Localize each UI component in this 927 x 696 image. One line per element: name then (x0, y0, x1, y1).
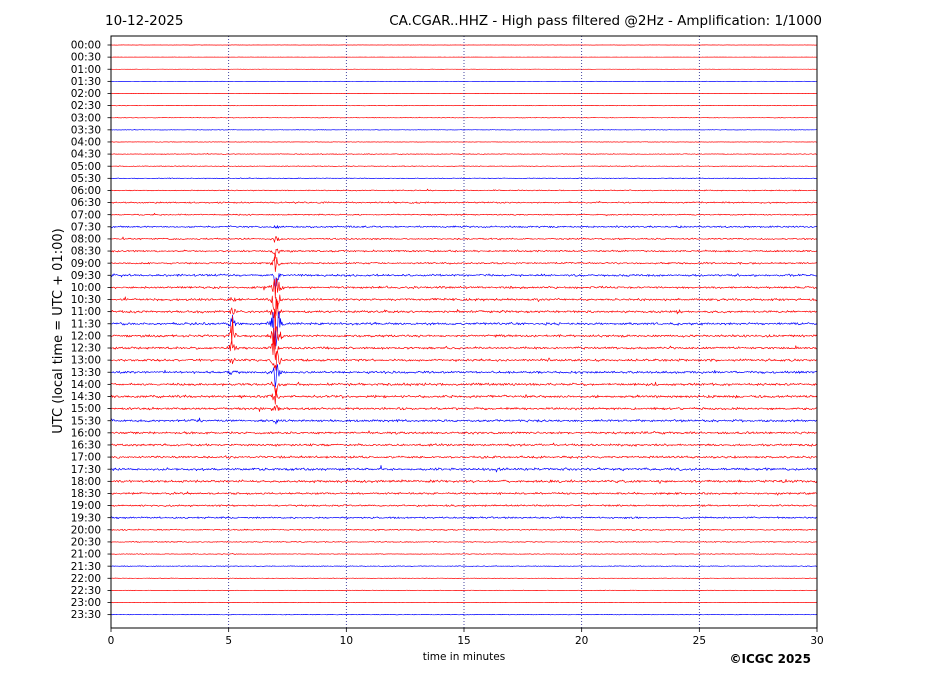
x-tick-label: 0 (108, 635, 115, 647)
row-label: 22:00 (71, 573, 101, 585)
trace-row-2130 (110, 565, 817, 568)
trace-row-1100 (110, 297, 817, 334)
row-label: 03:30 (71, 124, 101, 136)
row-label: 17:30 (71, 464, 101, 476)
row-label: 01:30 (71, 76, 101, 88)
row-label: 23:00 (71, 597, 101, 609)
chart-date: 10-12-2025 (105, 13, 183, 29)
row-label: 08:30 (71, 246, 101, 258)
row-label: 09:30 (71, 270, 101, 282)
row-label: 19:30 (71, 512, 101, 524)
x-axis-ticks: 0 5 10 15 20 25 30 (108, 628, 824, 647)
row-label: 03:00 (71, 112, 101, 124)
traces-layer (110, 44, 818, 616)
row-label: 04:30 (71, 149, 101, 161)
row-label: 18:30 (71, 488, 101, 500)
trace-row-0800 (110, 235, 818, 243)
trace-row-2300 (110, 601, 817, 604)
trace-row-1930 (110, 516, 817, 520)
row-label: 20:30 (71, 537, 101, 549)
row-label: 00:30 (71, 52, 101, 64)
trace-row-1700 (110, 455, 817, 459)
row-label: 10:30 (71, 294, 101, 306)
trace-row-1830 (110, 491, 817, 496)
trace-row-1430 (110, 387, 818, 405)
row-label: 21:30 (71, 561, 101, 573)
trace-row-0600 (110, 188, 817, 192)
trace-row-0530 (110, 177, 817, 180)
trace-row-2030 (110, 540, 817, 543)
trace-row-1130 (110, 311, 818, 347)
y-axis-label: UTC (local time = UTC + 01:00) (51, 228, 66, 433)
row-label: 16:30 (71, 440, 101, 452)
row-label: 23:30 (71, 609, 101, 621)
trace-row-2230 (110, 589, 817, 592)
x-tick-label: 5 (225, 635, 232, 647)
row-label: 19:00 (71, 500, 101, 512)
row-label: 11:30 (71, 318, 101, 330)
row-label: 05:30 (71, 173, 101, 185)
chart-title: CA.CGAR..HHZ - High pass filtered @2Hz -… (389, 13, 822, 29)
trace-row-2200 (110, 577, 817, 579)
trace-row-1800 (110, 479, 818, 484)
trace-row-2330 (110, 613, 817, 616)
trace-row-0700 (110, 212, 818, 217)
row-label: 21:00 (71, 549, 101, 561)
x-tick-label: 10 (340, 635, 353, 647)
row-label: 07:30 (71, 221, 101, 233)
row-label: 04:00 (71, 137, 101, 149)
trace-row-0900 (110, 256, 817, 272)
trace-row-2000 (110, 528, 817, 531)
trace-row-1000 (110, 277, 818, 299)
x-axis-label: time in minutes (423, 651, 505, 663)
row-label: 10:00 (71, 282, 101, 294)
row-label: 22:30 (71, 585, 101, 597)
row-label: 13:30 (71, 367, 101, 379)
trace-row-0930 (110, 273, 817, 289)
x-tick-label: 20 (575, 635, 588, 647)
row-label: 11:00 (71, 306, 101, 318)
row-label: 18:00 (71, 476, 101, 488)
plot-frame (110, 35, 818, 629)
row-label: 14:00 (71, 379, 101, 391)
row-labels: 00:0000:3001:0001:3002:0002:3003:0003:30… (71, 40, 111, 621)
row-label: 17:00 (71, 452, 101, 464)
row-label: 12:00 (71, 330, 101, 342)
row-label: 15:30 (71, 415, 101, 427)
vertical-grid (228, 36, 700, 628)
trace-row-0830 (110, 248, 818, 259)
row-label: 09:00 (71, 258, 101, 270)
copyright: ©ICGC 2025 (729, 652, 811, 666)
x-tick-label: 25 (693, 635, 706, 647)
row-label: 02:00 (71, 88, 101, 100)
row-label: 07:00 (71, 209, 101, 221)
x-tick-label: 30 (810, 635, 823, 647)
row-label: 08:00 (71, 234, 101, 246)
row-label: 15:00 (71, 403, 101, 415)
row-label: 20:00 (71, 524, 101, 536)
row-label: 00:00 (71, 40, 101, 52)
row-label: 06:30 (71, 197, 101, 209)
row-label: 05:00 (71, 161, 101, 173)
row-label: 16:00 (71, 427, 101, 439)
x-tick-label: 15 (457, 635, 470, 647)
row-label: 02:30 (71, 100, 101, 112)
row-label: 06:00 (71, 185, 101, 197)
row-label: 01:00 (71, 64, 101, 76)
row-label: 13:00 (71, 355, 101, 367)
trace-row-0630 (110, 200, 818, 204)
row-label: 12:30 (71, 343, 101, 355)
trace-row-1030 (110, 294, 818, 316)
row-label: 14:30 (71, 391, 101, 403)
trace-row-1200 (110, 316, 818, 350)
trace-row-2100 (110, 553, 817, 556)
trace-row-0730 (110, 225, 817, 229)
